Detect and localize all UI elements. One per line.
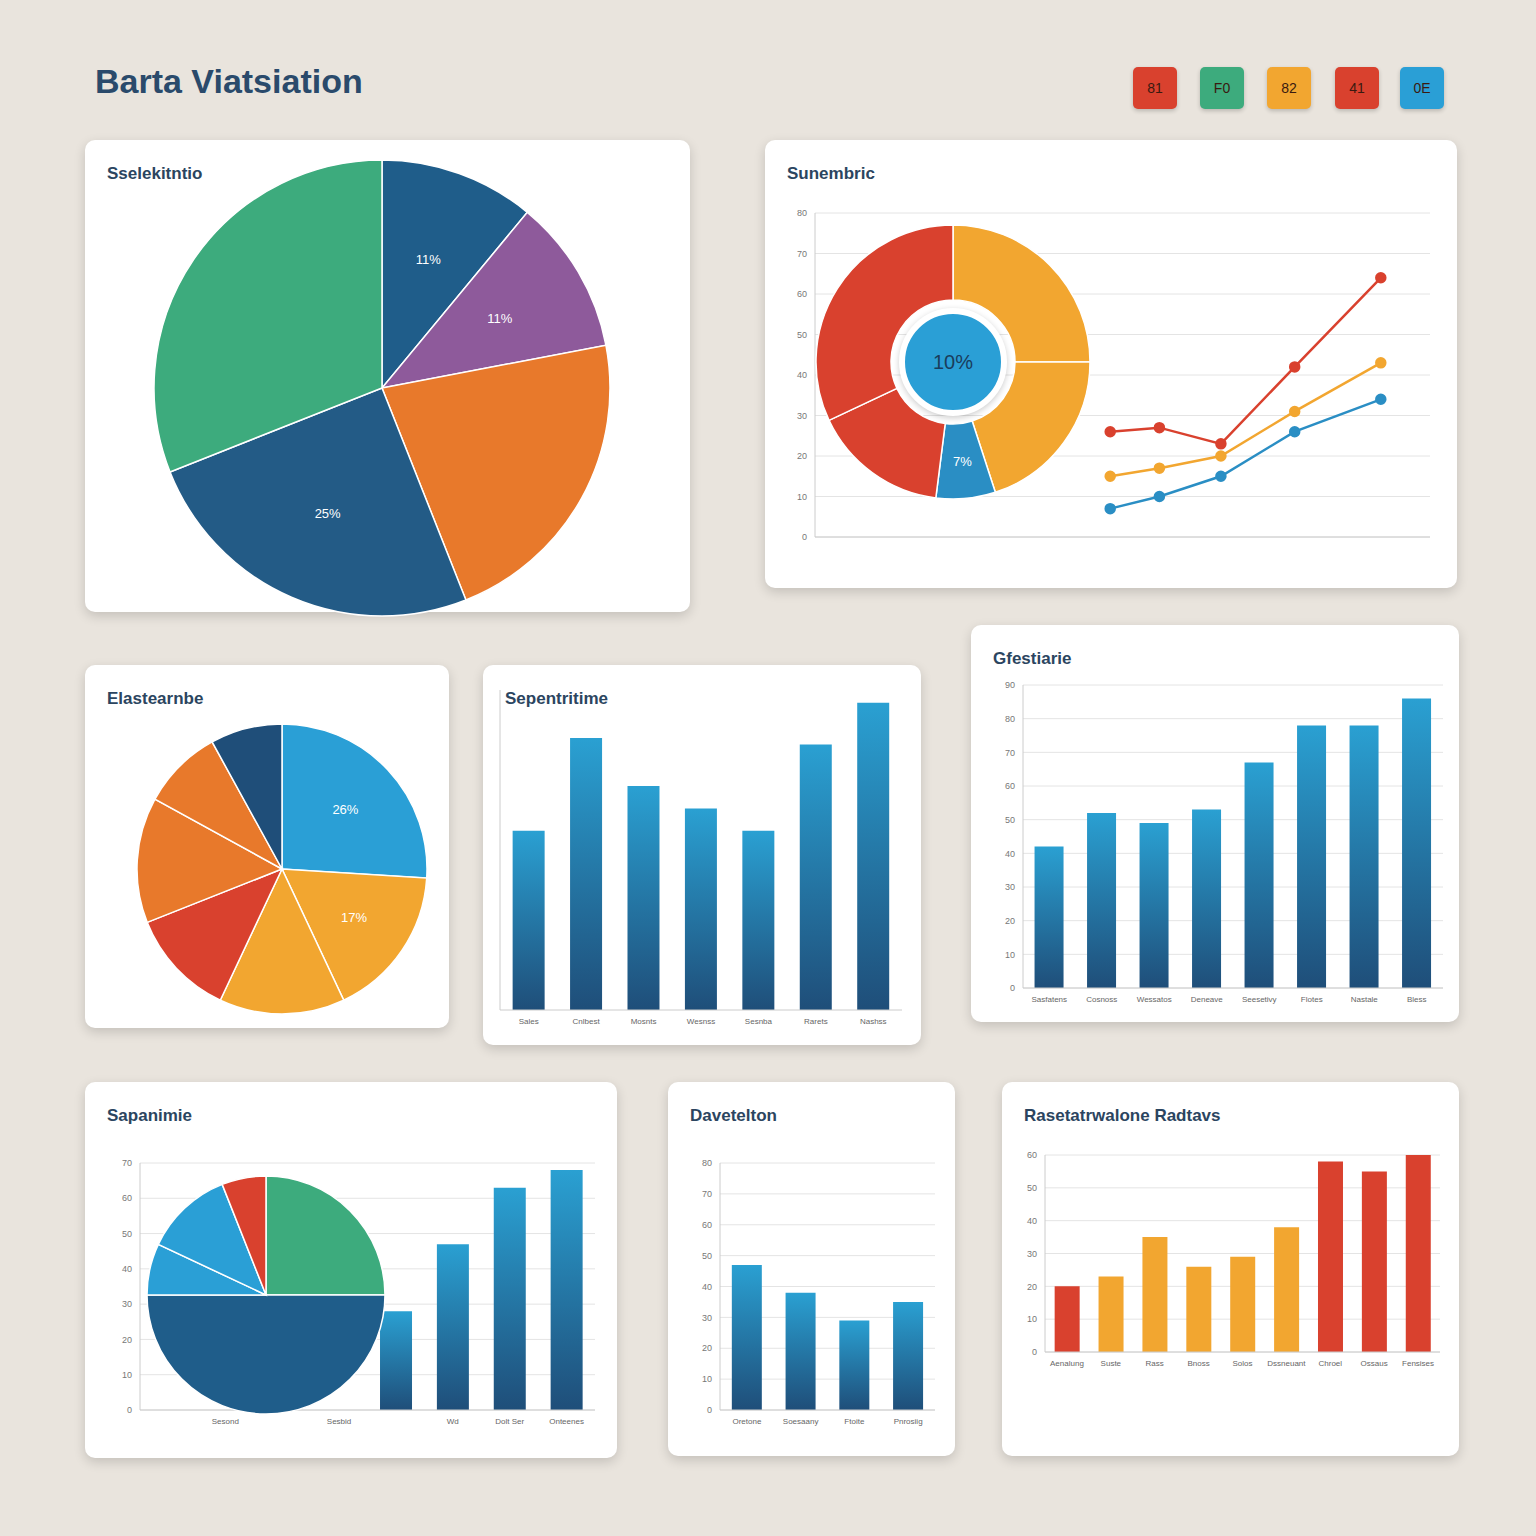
html-text:Elastearnbe: Elastearnbe (107, 689, 204, 708)
svg-text:70: 70 (122, 1158, 132, 1168)
svg-text:0: 0 (707, 1405, 712, 1415)
html-text:Sselekitntio: Sselekitntio (107, 164, 203, 183)
html-text:41: 41 (1349, 80, 1365, 96)
svg-text:80: 80 (702, 1158, 712, 1168)
html-text:0E: 0E (1413, 80, 1431, 96)
svg-text:50: 50 (1005, 815, 1015, 825)
svg-text:40: 40 (797, 370, 807, 380)
svg-text:17%: 17% (341, 910, 367, 925)
svg-text:60: 60 (702, 1220, 712, 1230)
svg-text:20: 20 (1027, 1282, 1037, 1292)
html-text:Sapanimie: Sapanimie (107, 1106, 192, 1125)
svg-text:Sesond: Sesond (212, 1417, 239, 1426)
svg-text:70: 70 (702, 1189, 712, 1199)
svg-text:Fensises: Fensises (1402, 1359, 1434, 1368)
svg-text:Solos: Solos (1232, 1359, 1252, 1368)
svg-text:25%: 25% (315, 506, 341, 521)
svg-text:Chroel: Chroel (1318, 1359, 1342, 1368)
svg-text:Flotes: Flotes (1301, 995, 1323, 1004)
svg-text:11%: 11% (416, 252, 441, 267)
svg-text:80: 80 (1005, 714, 1015, 724)
svg-text:26%: 26% (332, 802, 358, 817)
svg-text:0: 0 (1032, 1347, 1037, 1357)
html-text:81: 81 (1147, 80, 1163, 96)
svg-text:50: 50 (702, 1251, 712, 1261)
svg-text:Ossaus: Ossaus (1361, 1359, 1388, 1368)
svg-text:20: 20 (122, 1335, 132, 1345)
svg-text:60: 60 (1005, 781, 1015, 791)
svg-text:Dssneuant: Dssneuant (1267, 1359, 1306, 1368)
html-text:Davetelton: Davetelton (690, 1106, 777, 1125)
svg-text:50: 50 (797, 330, 807, 340)
svg-text:Bless: Bless (1407, 995, 1427, 1004)
svg-text:Rarets: Rarets (804, 1017, 828, 1026)
svg-text:Soesaany: Soesaany (783, 1417, 819, 1426)
svg-text:Sesbid: Sesbid (327, 1417, 351, 1426)
svg-text:Mosnts: Mosnts (631, 1017, 657, 1026)
svg-text:40: 40 (1005, 849, 1015, 859)
svg-text:0: 0 (127, 1405, 132, 1415)
svg-text:Sasfatens: Sasfatens (1031, 995, 1067, 1004)
svg-text:Nastale: Nastale (1351, 995, 1379, 1004)
svg-text:30: 30 (1027, 1249, 1037, 1259)
html-text:82: 82 (1281, 80, 1297, 96)
svg-text:80: 80 (797, 208, 807, 218)
svg-text:7%: 7% (953, 454, 972, 469)
svg-text:30: 30 (1005, 882, 1015, 892)
svg-text:30: 30 (122, 1299, 132, 1309)
svg-text:Onteenes: Onteenes (549, 1417, 584, 1426)
svg-text:40: 40 (1027, 1216, 1037, 1226)
svg-text:Sesnba: Sesnba (745, 1017, 773, 1026)
html-text:Rasetatrwalone Radtavs: Rasetatrwalone Radtavs (1024, 1106, 1221, 1125)
svg-text:10: 10 (702, 1374, 712, 1384)
svg-text:Wesnss: Wesnss (687, 1017, 715, 1026)
svg-text:50: 50 (1027, 1183, 1037, 1193)
svg-text:Wessatos: Wessatos (1137, 995, 1172, 1004)
svg-text:Nashss: Nashss (860, 1017, 887, 1026)
svg-text:Rass: Rass (1146, 1359, 1164, 1368)
svg-text:70: 70 (797, 249, 807, 259)
svg-text:70: 70 (1005, 748, 1015, 758)
html-text:Sepentritime: Sepentritime (505, 689, 608, 708)
svg-text:10: 10 (797, 492, 807, 502)
svg-text:30: 30 (797, 411, 807, 421)
svg-text:Suste: Suste (1101, 1359, 1122, 1368)
svg-text:20: 20 (1005, 916, 1015, 926)
svg-text:0: 0 (802, 532, 807, 542)
svg-text:50: 50 (122, 1229, 132, 1239)
html-text:Sunembric: Sunembric (787, 164, 875, 183)
svg-text:30: 30 (702, 1313, 712, 1323)
svg-text:Wd: Wd (447, 1417, 459, 1426)
svg-text:10: 10 (122, 1370, 132, 1380)
svg-text:Cnlbest: Cnlbest (573, 1017, 601, 1026)
svg-text:Seesetivy: Seesetivy (1242, 995, 1277, 1004)
svg-text:Dolt Ser: Dolt Ser (495, 1417, 524, 1426)
svg-text:Ftoite: Ftoite (844, 1417, 865, 1426)
svg-text:Bnoss: Bnoss (1187, 1359, 1209, 1368)
svg-text:11%: 11% (487, 311, 512, 326)
html-text:Barta Viatsiation: Barta Viatsiation (95, 62, 363, 100)
svg-text:0: 0 (1010, 983, 1015, 993)
svg-text:Deneave: Deneave (1191, 995, 1224, 1004)
svg-text:Oretone: Oretone (732, 1417, 761, 1426)
svg-text:90: 90 (1005, 680, 1015, 690)
html-text:F0: F0 (1213, 80, 1231, 96)
svg-text:20: 20 (702, 1343, 712, 1353)
svg-text:10: 10 (1005, 950, 1015, 960)
svg-text:Pnrosiig: Pnrosiig (894, 1417, 923, 1426)
svg-text:Cosnoss: Cosnoss (1086, 995, 1117, 1004)
svg-text:60: 60 (797, 289, 807, 299)
svg-text:20: 20 (797, 451, 807, 461)
svg-text:Sales: Sales (519, 1017, 539, 1026)
svg-text:40: 40 (702, 1282, 712, 1292)
svg-text:60: 60 (1027, 1150, 1037, 1160)
svg-text:60: 60 (122, 1193, 132, 1203)
html-text:Gfestiarie: Gfestiarie (993, 649, 1072, 668)
svg-text:40: 40 (122, 1264, 132, 1274)
svg-text:Aenalung: Aenalung (1050, 1359, 1084, 1368)
html-text:10%: 10% (933, 350, 973, 373)
svg-text:10: 10 (1027, 1314, 1037, 1324)
